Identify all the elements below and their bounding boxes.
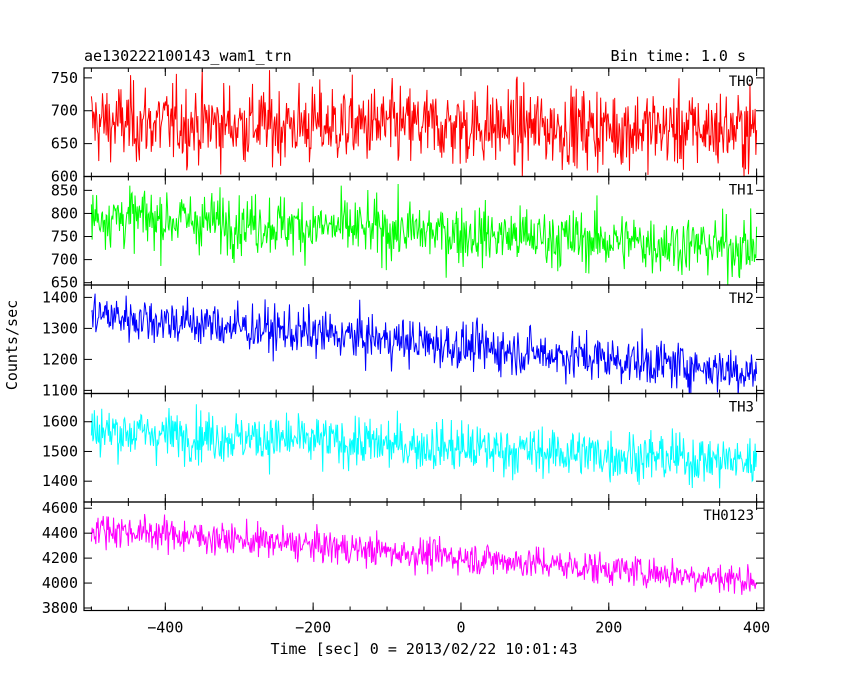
bin-time-label: Bin time: 1.0 s bbox=[611, 47, 746, 65]
x-tick-label: 0 bbox=[456, 619, 465, 637]
series-line-th2 bbox=[91, 293, 758, 394]
y-tick-label: 750 bbox=[51, 228, 78, 246]
panel-th3: 1400 1500 1600 TH3 bbox=[42, 392, 765, 503]
y-tick-label: 850 bbox=[51, 181, 78, 199]
panel-label-th0: TH0 bbox=[729, 74, 754, 90]
panel-th2: 1100 1200 1300 1400 TH2 bbox=[42, 284, 765, 399]
y-tick-label: 700 bbox=[51, 102, 78, 120]
panel-th0: 600 650 700 750 TH0 bbox=[51, 67, 765, 186]
panel-label-th3: TH3 bbox=[729, 400, 754, 416]
y-tick-label: 1600 bbox=[42, 413, 78, 431]
panel-th1: 650 700 750 800 850 TH1 bbox=[51, 175, 765, 292]
y-tick-label: 1100 bbox=[42, 381, 78, 399]
chart-title: ae130222100143_wam1_trn bbox=[84, 47, 292, 65]
series-line-th3 bbox=[90, 404, 758, 489]
y-tick-label: 700 bbox=[51, 251, 78, 269]
panel-label-th0123: TH0123 bbox=[703, 508, 754, 524]
x-tick-labels: −400 −200 0 200 400 bbox=[147, 619, 770, 637]
series-line-th0123 bbox=[90, 513, 758, 595]
y-tick-label: 1400 bbox=[42, 472, 78, 490]
y-tick-label: 600 bbox=[51, 168, 78, 186]
x-tick-label: −200 bbox=[295, 619, 331, 637]
y-axis-label: Counts/sec bbox=[3, 300, 21, 390]
series-line-th0 bbox=[90, 69, 758, 177]
y-tick-label: 4200 bbox=[42, 549, 78, 567]
y-tick-label: 1300 bbox=[42, 319, 78, 337]
y-tick-label: 650 bbox=[51, 274, 78, 292]
x-tick-label: 400 bbox=[743, 619, 770, 637]
x-axis-label: Time [sec] 0 = 2013/02/22 10:01:43 bbox=[270, 640, 577, 658]
y-tick-label: 1400 bbox=[42, 288, 78, 306]
series-line-th1 bbox=[90, 184, 758, 285]
x-tick-label: 200 bbox=[595, 619, 622, 637]
y-tick-label: 4000 bbox=[42, 574, 78, 592]
y-tick-label: 1500 bbox=[42, 442, 78, 460]
y-tick-label: 1200 bbox=[42, 350, 78, 368]
y-tick-label: 4600 bbox=[42, 499, 78, 517]
y-tick-label: 800 bbox=[51, 204, 78, 222]
y-tick-label: 750 bbox=[51, 69, 78, 87]
panels-group: 600 650 700 750 TH0 650 700 750 800 850 TH1 1100 120… bbox=[42, 67, 765, 617]
x-tick-label: −400 bbox=[147, 619, 183, 637]
panel-label-th1: TH1 bbox=[729, 183, 754, 199]
panel-th0123: 3800 4000 4200 4400 4600 TH0123 bbox=[42, 499, 765, 617]
y-tick-label: 650 bbox=[51, 135, 78, 153]
panel-label-th2: TH2 bbox=[729, 291, 754, 307]
y-tick-label: 3800 bbox=[42, 599, 78, 617]
y-tick-label: 4400 bbox=[42, 524, 78, 542]
